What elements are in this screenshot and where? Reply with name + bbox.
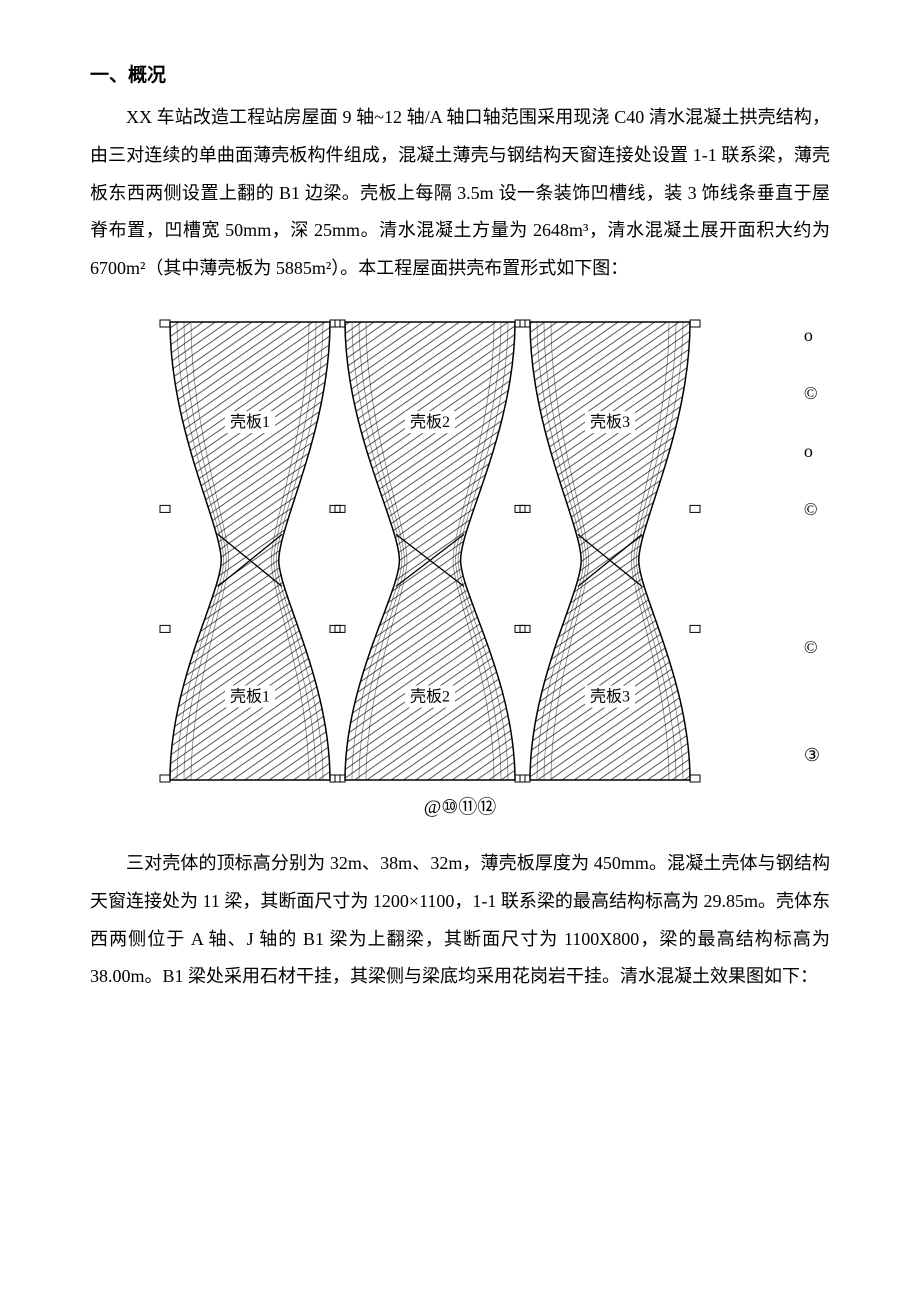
svg-text:壳板3: 壳板3 bbox=[590, 688, 630, 706]
paragraph-overview-1: XX 车站改造工程站房屋面 9 轴~12 轴/A 轴口轴范围采用现浇 C40 清… bbox=[90, 99, 830, 288]
section-heading: 一、概况 bbox=[90, 60, 830, 87]
svg-text:壳板2: 壳板2 bbox=[410, 688, 450, 706]
diagram-side-marker: ③ bbox=[804, 746, 820, 764]
svg-text:壳板1: 壳板1 bbox=[230, 413, 270, 431]
paragraph-overview-2: 三对壳体的顶标高分别为 32m、38m、32m，薄壳板厚度为 450mm。混凝土… bbox=[90, 845, 830, 996]
shell-layout-svg: 壳板1 壳板1 壳板2 壳板2 壳板3 壳板3 bbox=[150, 316, 710, 786]
diagram-side-marker: © bbox=[804, 500, 820, 518]
svg-text:壳板2: 壳板2 bbox=[410, 413, 450, 431]
diagram-side-markers: o © o © © ③ bbox=[804, 326, 820, 764]
diagram-side-marker: o bbox=[804, 326, 820, 344]
diagram-side-marker: o bbox=[804, 442, 820, 460]
diagram-bottom-caption: @⑩⑪⑫ bbox=[90, 792, 830, 819]
diagram-side-marker: © bbox=[804, 638, 820, 656]
diagram-side-marker: © bbox=[804, 384, 820, 402]
shell-layout-diagram: 壳板1壳板1壳板2壳板2壳板3壳板3 o©o©©③ bbox=[140, 316, 780, 786]
svg-text:壳板1: 壳板1 bbox=[230, 688, 270, 706]
svg-text:壳板3: 壳板3 bbox=[590, 413, 630, 431]
